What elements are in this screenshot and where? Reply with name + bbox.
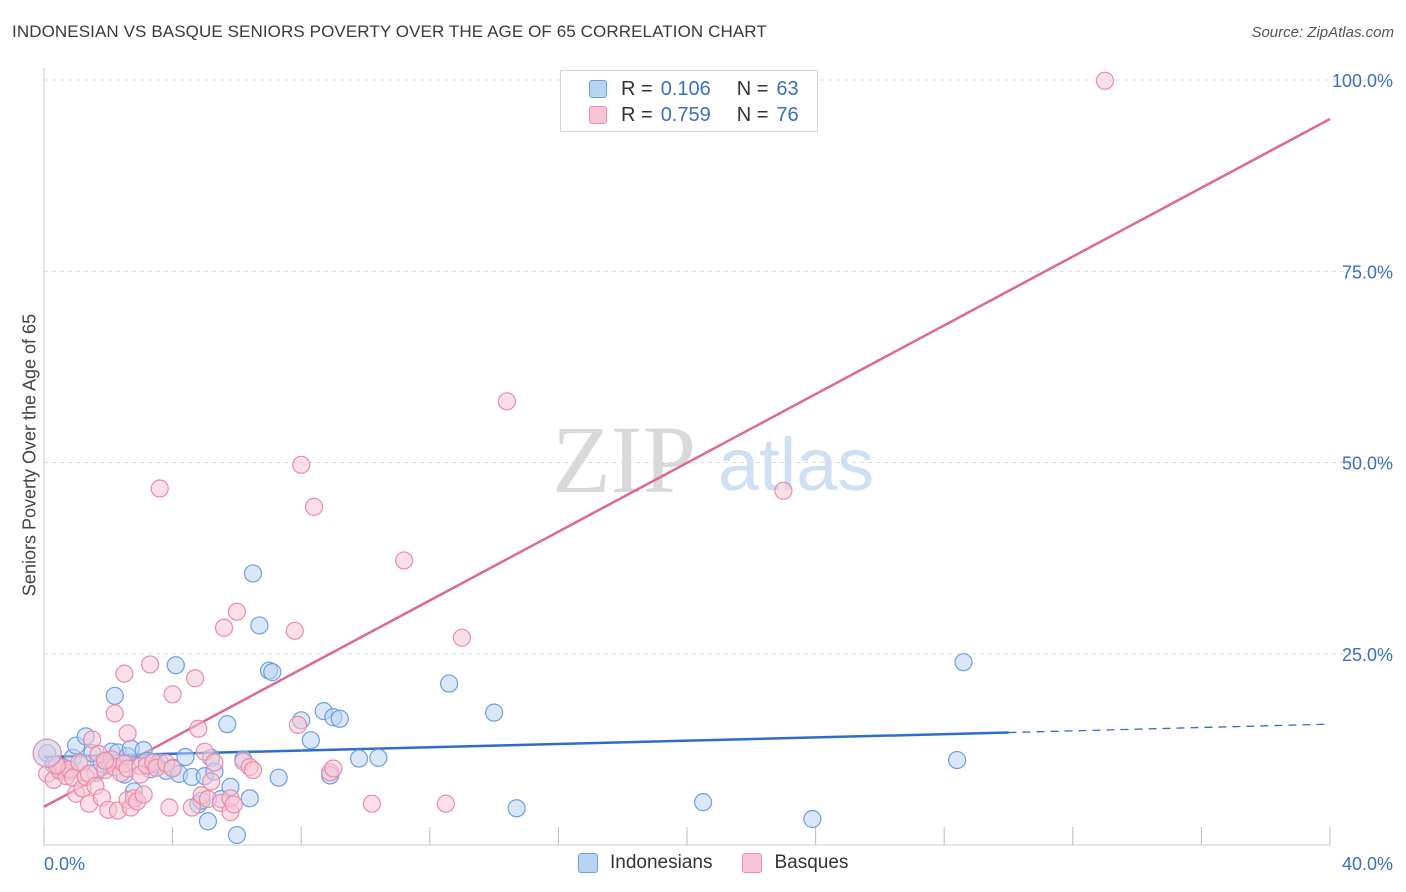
legend-n-label: N = bbox=[736, 77, 769, 100]
legend-item-basques: Basques bbox=[742, 852, 848, 874]
indonesians-point bbox=[198, 812, 218, 831]
indonesians-point bbox=[227, 825, 246, 845]
basques-point bbox=[436, 794, 455, 813]
basques-point bbox=[160, 798, 179, 817]
indonesians-point bbox=[301, 731, 320, 750]
indonesians-point bbox=[349, 749, 369, 768]
basques-point bbox=[189, 719, 208, 738]
basques-point bbox=[774, 481, 793, 500]
legend-n-label: N = bbox=[736, 103, 769, 126]
basques-point bbox=[105, 704, 124, 723]
basques-point bbox=[163, 759, 182, 778]
basques-trend-line bbox=[43, 117, 1331, 808]
basques-point bbox=[452, 628, 472, 647]
basques-point bbox=[1095, 71, 1115, 90]
basques-point bbox=[140, 655, 160, 674]
basques-point bbox=[227, 602, 246, 621]
basques-point bbox=[186, 669, 205, 688]
indonesians-point bbox=[954, 653, 973, 672]
legend-r-value: 0.759 bbox=[660, 103, 711, 126]
watermark: ZIP atlas bbox=[552, 406, 874, 513]
basques-point bbox=[224, 795, 243, 814]
indonesians-point bbox=[105, 686, 124, 705]
indonesians-point bbox=[369, 748, 388, 767]
basques-point bbox=[243, 760, 263, 780]
indonesians-point bbox=[485, 703, 504, 722]
data-points bbox=[32, 71, 1115, 845]
legend-r-label: R = bbox=[621, 103, 653, 126]
indonesians-point bbox=[947, 750, 967, 770]
chart-title: INDONESIAN VS BASQUE SENIORS POVERTY OVE… bbox=[12, 22, 767, 41]
legend-item-indonesians: Indonesians bbox=[578, 852, 712, 874]
legend-row-indonesians: R = 0.106 N = 63 bbox=[589, 77, 799, 101]
basques-point bbox=[95, 751, 115, 770]
indonesians-point bbox=[507, 799, 526, 818]
indonesians-trend-extension bbox=[1008, 723, 1331, 734]
indonesians-point bbox=[243, 564, 263, 583]
basques-point bbox=[202, 772, 221, 791]
x-tick-label-min: 0.0% bbox=[44, 854, 85, 874]
basques-point bbox=[497, 392, 517, 411]
indonesians-swatch bbox=[589, 80, 607, 98]
indonesians-point bbox=[263, 663, 282, 682]
basques-point bbox=[32, 738, 62, 768]
basques-swatch bbox=[589, 106, 607, 124]
basques-point bbox=[163, 685, 182, 704]
legend-r-label: R = bbox=[621, 77, 653, 100]
basques-point bbox=[205, 753, 224, 772]
basques-legend-label: Basques bbox=[774, 852, 849, 873]
y-tick-label: 50.0% bbox=[1342, 454, 1393, 474]
indonesians-point bbox=[439, 674, 459, 693]
indonesians-point bbox=[330, 709, 349, 728]
basques-point bbox=[214, 618, 234, 637]
basques-point bbox=[47, 756, 66, 775]
series-legend: Indonesians Basques bbox=[578, 852, 878, 874]
basques-point bbox=[150, 479, 169, 498]
indonesians-point bbox=[218, 715, 237, 734]
indonesians-legend-swatch bbox=[578, 853, 598, 873]
tick-labels: 25.0% 50.0% 75.0% 100.0% 0.0% 40.0% bbox=[44, 71, 1393, 874]
y-axis-label: Seniors Poverty Over the Age of 65 bbox=[19, 313, 40, 597]
basques-point bbox=[285, 621, 304, 640]
legend-row-basques: R = 0.759 N = 76 bbox=[589, 103, 799, 127]
y-tick-label: 25.0% bbox=[1342, 645, 1393, 665]
basques-point bbox=[324, 759, 343, 778]
basques-point bbox=[115, 664, 134, 683]
basques-point bbox=[292, 455, 311, 474]
indonesians-point bbox=[166, 656, 185, 675]
correlation-legend: R = 0.106 N = 63 R = 0.759 N = 76 bbox=[560, 70, 818, 132]
basques-point bbox=[394, 551, 414, 570]
axes bbox=[43, 68, 1331, 846]
grid-lines bbox=[44, 79, 1390, 655]
indonesians-legend-label: Indonesians bbox=[610, 852, 713, 873]
legend-n-value: 76 bbox=[776, 103, 799, 126]
basques-point bbox=[134, 785, 153, 804]
legend-n-value: 63 bbox=[776, 77, 799, 100]
basques-point bbox=[182, 798, 201, 817]
basques-point bbox=[288, 715, 308, 734]
watermark-atlas: atlas bbox=[718, 423, 874, 506]
legend-r-value: 0.106 bbox=[660, 77, 711, 100]
basques-point bbox=[118, 724, 137, 743]
basques-legend-swatch bbox=[742, 853, 763, 873]
indonesians-point bbox=[250, 616, 269, 635]
indonesians-point bbox=[269, 768, 288, 787]
x-tick-label-max: 40.0% bbox=[1342, 854, 1393, 874]
indonesians-point bbox=[693, 793, 713, 812]
y-tick-label: 75.0% bbox=[1342, 262, 1393, 282]
basques-point bbox=[362, 794, 382, 813]
indonesians-point bbox=[176, 747, 195, 767]
source-label: Source: ZipAtlas.com bbox=[1251, 24, 1394, 41]
indonesians-point bbox=[240, 789, 259, 808]
y-tick-label: 100.0% bbox=[1332, 71, 1393, 91]
basques-point bbox=[304, 497, 324, 516]
indonesians-point bbox=[803, 809, 822, 829]
